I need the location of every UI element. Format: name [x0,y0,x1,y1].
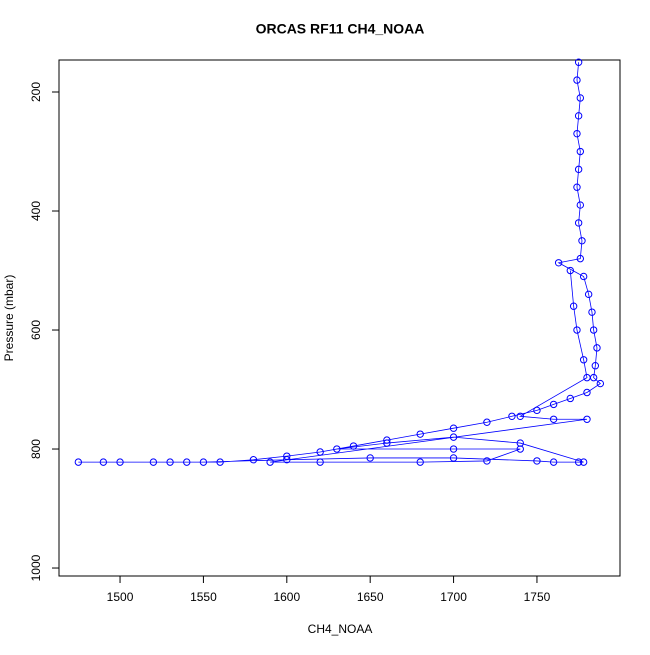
point [199,458,208,466]
point [333,445,341,453]
plot-frame [58,59,621,577]
point [283,452,291,460]
point [166,458,174,466]
y-tick-label: 600 [29,320,43,340]
point [574,112,583,120]
point [573,76,581,84]
point [349,442,358,450]
point [416,458,424,466]
point [578,237,586,245]
point [316,458,324,466]
point [149,458,158,466]
point [574,58,583,66]
point [383,436,391,444]
point [116,458,124,466]
point [183,458,191,466]
point [576,147,585,156]
y-tick-label: 400 [29,201,43,221]
point [584,290,593,299]
point [449,454,458,462]
point [549,458,558,466]
point [516,412,524,420]
point [266,458,274,466]
point [549,415,558,423]
point [574,458,583,466]
y-tick-label: 800 [29,439,43,459]
point [449,433,458,441]
point [566,394,575,403]
point [583,388,591,397]
point [549,400,558,409]
x-tick-label: 1550 [190,590,217,604]
point [416,430,424,438]
x-tick-label: 1500 [107,590,134,604]
point [573,326,581,334]
point [596,379,605,388]
point [583,415,591,423]
point [573,183,581,191]
point [583,373,591,382]
point [574,219,583,227]
point [579,458,588,466]
point [533,457,541,465]
point [554,259,563,267]
point [591,362,600,370]
x-tick-label: 1750 [524,590,551,604]
point [573,129,581,138]
point [569,302,578,310]
point [579,356,588,364]
point [579,272,588,281]
point [483,418,491,426]
point [449,445,458,453]
point [249,456,258,464]
point [588,308,596,316]
point [566,266,575,275]
point [576,94,585,102]
point [593,344,601,352]
x-tick-label: 1600 [273,590,300,604]
y-axis-label: Pressure (mbar) [2,275,16,362]
point [508,412,516,420]
point [576,254,585,263]
point [483,457,491,465]
point [216,458,224,466]
point [576,201,585,209]
x-tick-label: 1650 [357,590,384,604]
point [589,326,598,334]
point [533,406,541,415]
point [316,448,324,456]
x-tick-label: 1700 [440,590,467,604]
chart-title: ORCAS RF11 CH4_NOAA [256,21,425,37]
point [383,439,391,447]
point [449,424,458,432]
y-tick-label: 1000 [29,554,43,581]
series-line [78,62,601,463]
point [99,458,108,466]
point [516,445,524,453]
y-tick-label: 200 [29,82,43,102]
point [74,458,83,466]
x-axis-label: CH4_NOAA [308,622,373,636]
point [283,456,291,464]
point [366,454,374,462]
point [574,165,583,174]
